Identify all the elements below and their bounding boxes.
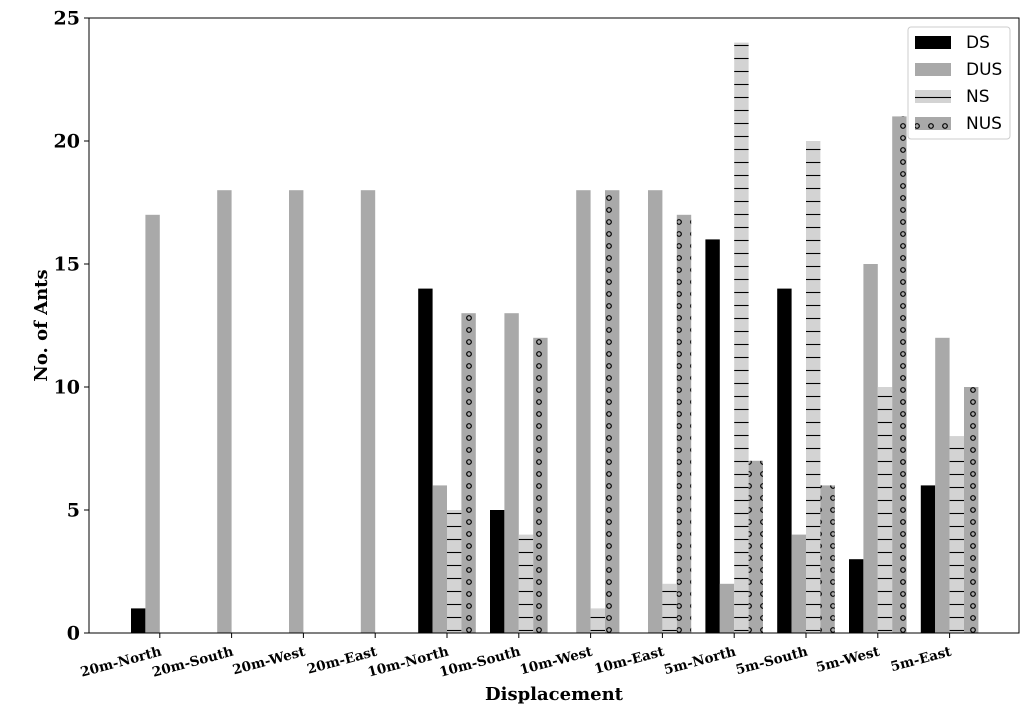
bar-ds-5m-west: [849, 559, 864, 633]
x-tick-label: 5m-East: [889, 643, 954, 675]
bar-ds-10m-north: [418, 288, 433, 633]
legend-label-ns: NS: [966, 87, 990, 107]
bar-ds-5m-east: [920, 485, 936, 633]
bar-dus-20m-south: [217, 190, 232, 633]
bar-ds-5m-north: [705, 239, 720, 633]
bar-dus-20m-north: [145, 214, 160, 634]
x-tick-label: 10m-West: [518, 643, 595, 678]
bar-ds-20m-north: [131, 608, 146, 633]
x-tick-label: 20m-South: [151, 644, 236, 681]
bar-dus-5m-east: [935, 337, 950, 633]
y-tick-label: 0: [67, 623, 80, 645]
bar-ns-10m-west: [590, 608, 605, 633]
legend-swatch-nus: [915, 117, 951, 130]
legend: DS DUS NS NUS: [907, 26, 1011, 140]
bar-ds-5m-south: [777, 288, 792, 633]
bar-dus-20m-east: [360, 190, 376, 633]
bar-nus-10m-west: [605, 190, 620, 633]
bar-nus-10m-north: [461, 313, 476, 633]
plot-frame: [88, 17, 1020, 634]
bar-nus-10m-south: [533, 337, 548, 633]
y-tick-label: 15: [54, 254, 80, 276]
legend-label-ds: DS: [966, 33, 990, 53]
bar-ns-5m-west: [877, 387, 893, 633]
bar-ns-10m-north: [447, 510, 462, 633]
bar-ns-5m-north: [734, 42, 749, 634]
bar-dus-10m-east: [648, 190, 663, 633]
bar-nus-5m-east: [964, 387, 979, 633]
x-axis-title: Displacement: [485, 684, 624, 705]
legend-box: [907, 26, 1011, 140]
bar-nus-10m-east: [676, 214, 692, 634]
x-tick-label: 10m-North: [366, 644, 451, 681]
legend-swatch-ds: [915, 36, 951, 49]
bar-dus-10m-west: [576, 190, 591, 633]
y-tick-label: 10: [54, 377, 80, 399]
bar-ns-5m-east: [949, 436, 964, 633]
x-tick-label: 10m-East: [593, 643, 667, 677]
x-tick-label: 5m-North: [662, 644, 738, 679]
x-tick-label: 20m-North: [79, 644, 164, 681]
x-tick-label: 5m-South: [734, 644, 810, 679]
bar-ns-10m-east: [662, 583, 677, 633]
y-axis-title: No. of Ants: [31, 269, 52, 381]
y-tick-label: 25: [54, 8, 80, 30]
bar-dus-5m-north: [719, 583, 735, 633]
legend-label-dus: DUS: [966, 60, 1002, 80]
bar-dus-10m-north: [432, 485, 447, 633]
bar-nus-5m-north: [748, 460, 763, 633]
y-tick-label: 5: [67, 500, 80, 522]
bar-nus-5m-south: [820, 485, 835, 633]
y-tick-label: 20: [54, 131, 80, 153]
legend-swatch-dus: [915, 63, 951, 76]
bar-dus-20m-west: [289, 190, 304, 633]
bar-dus-5m-west: [863, 264, 878, 633]
bar-dus-10m-south: [504, 313, 519, 633]
bar-nus-5m-west: [892, 116, 907, 633]
bar-ds-10m-south: [490, 510, 505, 633]
x-tick-label: 10m-South: [438, 644, 523, 681]
bar-ns-10m-south: [518, 534, 534, 633]
x-tick-label: 20m-West: [231, 643, 308, 678]
bar-dus-5m-south: [791, 534, 806, 633]
bars-layer: [131, 42, 979, 634]
bar-ns-5m-south: [806, 141, 821, 633]
x-tick-label: 5m-West: [814, 643, 882, 675]
legend-swatch-ns: [915, 90, 951, 103]
legend-label-nus: NUS: [966, 114, 1002, 134]
